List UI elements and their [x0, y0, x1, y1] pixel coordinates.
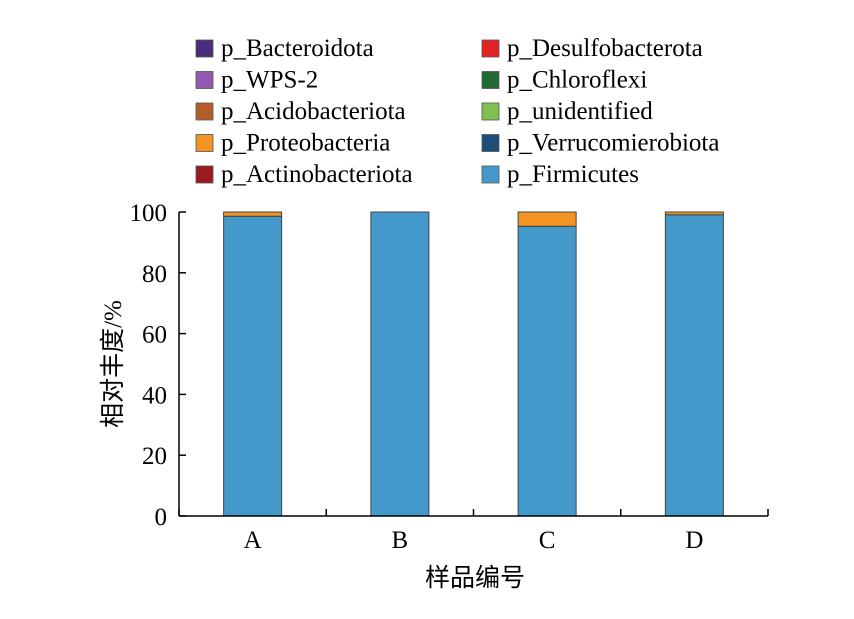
- y-tick-label-80: 80: [142, 261, 167, 288]
- legend-swatch-p-acidobacteriota: [195, 102, 214, 121]
- axes: 0 20 40 60 80 100 A B C D: [130, 200, 769, 554]
- legend-swatch-p-firmicutes: [481, 165, 500, 184]
- legend-swatch-p-proteobacteria: [195, 134, 214, 152]
- legend-label-p-proteobacteria: p_Proteobacteria: [221, 130, 390, 157]
- y-tick-label-40: 40: [142, 382, 167, 409]
- bar-a-p-firmicutes: [223, 215, 283, 517]
- bar-c-p-proteobacteria: [517, 211, 577, 227]
- legend-label-p-actinobacteriota: p_Actinobacteriota: [221, 161, 413, 188]
- x-tick-label-c: C: [539, 527, 556, 554]
- legend-swatch-p-chloroflexi: [481, 71, 500, 89]
- legend-swatch-p-bacteroidota: [195, 39, 214, 58]
- bars: [223, 211, 724, 517]
- legend-swatch-p-desulfobacterota: [481, 39, 500, 58]
- x-axis-label: 样品编号: [425, 564, 525, 592]
- legend: p_Bacteroidota p_WPS-2 p_Acidobacteriota p_…: [195, 35, 719, 188]
- legend-swatch-p-actinobacteriota: [195, 165, 214, 184]
- x-tick-label-d: D: [685, 527, 703, 554]
- legend-label-p-chloroflexi: p_Chloroflexi: [507, 67, 647, 94]
- legend-label-p-desulfobacterota: p_Desulfobacterota: [507, 35, 703, 62]
- y-tick-label-20: 20: [142, 443, 167, 470]
- legend-swatch-p-verrucomierobiota: [481, 134, 500, 152]
- x-tick-label-b: B: [392, 527, 409, 554]
- legend-label-p-wps-2: p_WPS-2: [221, 67, 318, 94]
- legend-swatch-p-wps-2: [195, 71, 214, 89]
- y-axis-label: 相对丰度/%: [99, 300, 127, 428]
- legend-label-p-acidobacteriota: p_Acidobacteriota: [221, 98, 406, 125]
- legend-label-p-unidentified: p_unidentified: [507, 98, 653, 125]
- bar-b-p-firmicutes: [370, 211, 430, 517]
- bar-d-p-firmicutes: [664, 214, 724, 517]
- bar-c-p-firmicutes: [517, 225, 577, 517]
- bar-d-p-proteobacteria: [664, 211, 724, 216]
- legend-label-p-bacteroidota: p_Bacteroidota: [221, 35, 374, 62]
- bar-a-p-proteobacteria: [223, 211, 283, 217]
- legend-swatch-p-unidentified: [481, 102, 500, 121]
- x-tick-label-a: A: [244, 527, 262, 554]
- y-tick-label-100: 100: [130, 200, 168, 227]
- legend-label-p-firmicutes: p_Firmicutes: [507, 161, 639, 188]
- y-tick-label-0: 0: [155, 504, 168, 531]
- legend-label-p-verrucomierobiota: p_Verrucomierobiota: [507, 130, 719, 157]
- y-tick-label-60: 60: [142, 322, 167, 349]
